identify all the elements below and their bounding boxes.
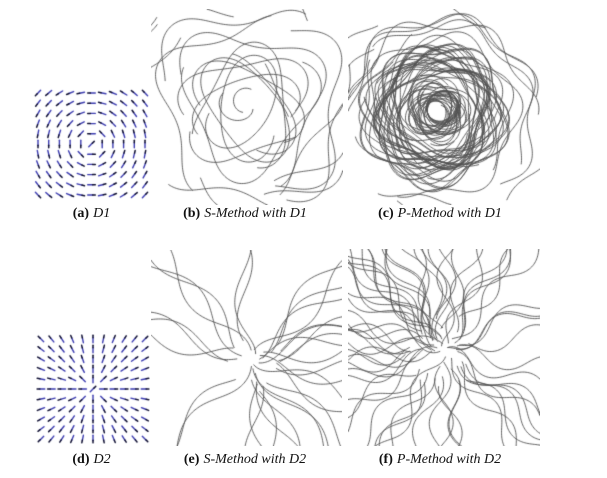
panel-caption-label: (d): [72, 452, 90, 467]
panel-caption-label: (b): [183, 206, 201, 221]
panel-f: [348, 249, 540, 446]
vector-field-d1-plot: [33, 88, 150, 200]
panel-caption-label: (c): [378, 206, 394, 221]
panel-c: [348, 9, 540, 205]
streamlines-s-method-d2-plot: [151, 250, 342, 446]
panel-caption-text: S-Method with D1: [204, 206, 307, 221]
panel-caption-text: P-Method with D2: [396, 452, 502, 467]
streamlines-p-method-d1-plot: [348, 9, 540, 205]
panel-caption-text: D1: [93, 206, 111, 221]
panel-d: [36, 334, 150, 444]
vector-field-d2-plot: [36, 334, 150, 444]
streamlines-s-method-d1-plot: [151, 9, 343, 205]
panel-caption-e: (e) S-Method with D2: [145, 452, 345, 470]
panel-caption-c: (c) P-Method with D1: [340, 206, 540, 224]
panel-caption-a: (a) D1: [33, 206, 150, 224]
panel-caption-f: (f) P-Method with D2: [340, 452, 540, 470]
panel-caption-text: D2: [93, 452, 111, 467]
panel-a: [33, 88, 150, 200]
panel-caption-b: (b) S-Method with D1: [145, 206, 345, 224]
panel-b: [151, 9, 343, 205]
panel-e: [151, 250, 342, 446]
panel-caption-text: S-Method with D2: [203, 452, 307, 467]
panel-caption-label: (f): [378, 452, 393, 467]
panel-caption-d: (d) D2: [33, 452, 150, 470]
streamlines-p-method-d2-plot: [348, 249, 540, 446]
panel-caption-label: (e): [183, 452, 200, 467]
panel-caption-label: (a): [72, 206, 90, 221]
panel-caption-text: P-Method with D1: [397, 206, 502, 221]
